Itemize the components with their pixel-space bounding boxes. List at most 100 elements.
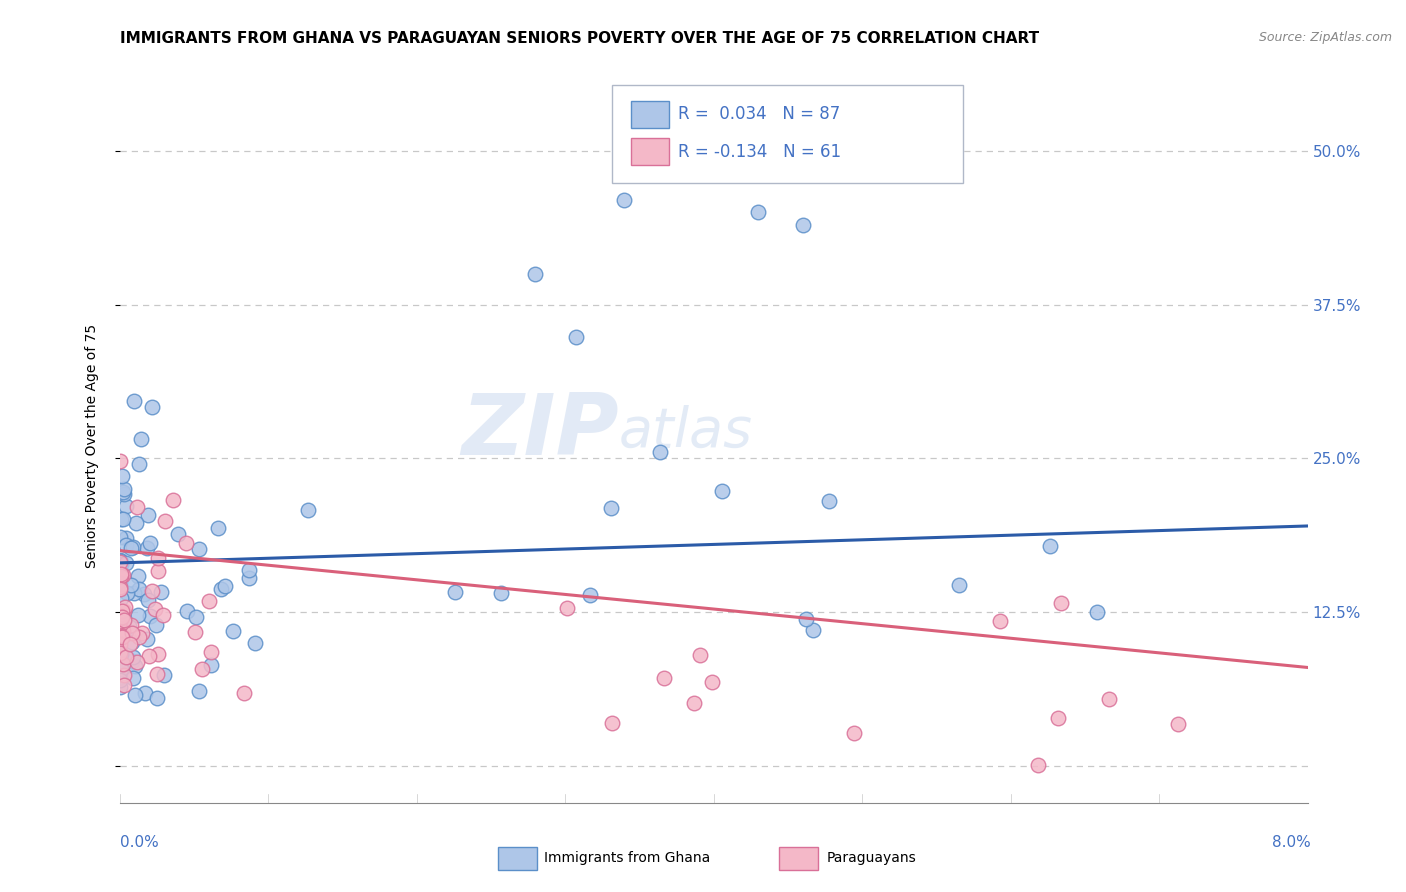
Point: [794, 612, 817, 626]
Point: [555, 600, 578, 615]
Point: [128, 458, 150, 472]
Point: [131, 626, 153, 640]
Point: [650, 445, 672, 459]
Point: [146, 690, 169, 705]
Point: [689, 648, 711, 663]
Point: [138, 648, 160, 663]
Point: [232, 686, 254, 700]
Point: [111, 485, 134, 500]
Point: [524, 267, 547, 281]
Point: [176, 604, 198, 618]
Point: [138, 608, 160, 623]
Point: [128, 630, 150, 644]
Point: [136, 593, 159, 607]
Point: [1049, 596, 1071, 610]
Point: [110, 611, 132, 625]
Point: [141, 584, 163, 599]
Point: [1167, 717, 1189, 731]
Point: [118, 637, 141, 651]
Point: [110, 659, 132, 673]
Point: [134, 686, 156, 700]
Point: [108, 575, 131, 590]
Point: [672, 169, 695, 183]
Point: [114, 556, 136, 570]
Point: [599, 501, 621, 516]
Point: [153, 514, 176, 528]
Point: [112, 678, 135, 692]
Point: [238, 563, 260, 577]
Point: [652, 671, 675, 685]
Point: [167, 526, 190, 541]
Point: [110, 558, 132, 572]
Point: [110, 591, 132, 605]
Point: [120, 578, 142, 592]
Point: [1098, 692, 1121, 706]
Point: [108, 555, 131, 569]
Point: [988, 614, 1011, 628]
Point: [111, 468, 134, 483]
Text: 0.0%: 0.0%: [120, 836, 159, 850]
Point: [187, 684, 209, 698]
Point: [747, 205, 769, 219]
Point: [128, 582, 150, 597]
Point: [127, 655, 149, 669]
Point: [122, 540, 145, 554]
Point: [112, 624, 135, 638]
Point: [143, 602, 166, 616]
Point: [112, 487, 135, 501]
Point: [152, 607, 174, 622]
Point: [125, 516, 148, 531]
Point: [138, 508, 160, 523]
Point: [1085, 605, 1108, 619]
Point: [150, 585, 173, 599]
Point: [200, 657, 222, 672]
Point: [120, 541, 142, 555]
Point: [711, 484, 734, 499]
Point: [243, 635, 266, 649]
Point: [127, 569, 149, 583]
Point: [121, 626, 143, 640]
Point: [112, 482, 135, 496]
Point: [108, 647, 131, 661]
Point: [600, 716, 623, 731]
Point: [108, 582, 131, 597]
Point: [122, 671, 145, 685]
Point: [117, 586, 139, 600]
Point: [792, 218, 814, 232]
Point: [114, 531, 136, 545]
Point: [214, 579, 236, 593]
Point: [122, 649, 145, 664]
Point: [207, 521, 229, 535]
Text: R = -0.134   N = 61: R = -0.134 N = 61: [678, 143, 841, 161]
Point: [844, 726, 866, 740]
Point: [110, 609, 132, 624]
Point: [111, 512, 134, 526]
Point: [118, 619, 141, 633]
Point: [108, 553, 131, 567]
Point: [108, 530, 131, 544]
Point: [124, 659, 146, 673]
Point: [111, 610, 134, 624]
Point: [114, 650, 136, 665]
Point: [148, 551, 170, 566]
Point: [110, 662, 132, 676]
Point: [162, 493, 184, 508]
Point: [111, 607, 134, 621]
Text: ZIP: ZIP: [461, 390, 619, 474]
Point: [122, 586, 145, 600]
Point: [108, 554, 131, 568]
Point: [110, 647, 132, 661]
Point: [110, 568, 132, 582]
Point: [139, 535, 162, 549]
Point: [111, 630, 134, 644]
Point: [108, 680, 131, 694]
Point: [948, 578, 970, 592]
Point: [110, 567, 132, 582]
Point: [578, 589, 600, 603]
Point: [803, 623, 825, 637]
Point: [565, 330, 588, 344]
Point: [489, 586, 512, 600]
Point: [108, 637, 131, 651]
Text: IMMIGRANTS FROM GHANA VS PARAGUAYAN SENIORS POVERTY OVER THE AGE OF 75 CORRELATI: IMMIGRANTS FROM GHANA VS PARAGUAYAN SENI…: [120, 31, 1039, 46]
Point: [121, 655, 143, 669]
